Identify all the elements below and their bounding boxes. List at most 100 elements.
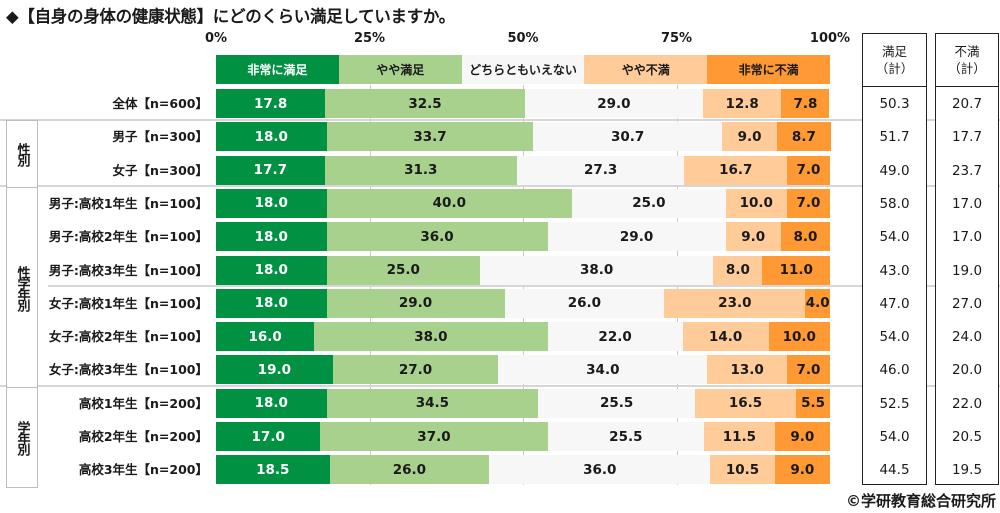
- bar-segment-very-dissatisfied: 8.0: [780, 222, 830, 252]
- group-label: 性別: [14, 143, 30, 166]
- data-label: 18.0: [254, 228, 288, 245]
- data-label: 31.3: [404, 162, 438, 179]
- x-tick-label: 0%: [204, 31, 228, 46]
- satisfied-total-value: 54.0: [879, 329, 910, 346]
- data-label: 38.0: [580, 262, 614, 278]
- data-label: 12.8: [725, 95, 759, 112]
- dissatisfied-total-box: 不満 （計） 20.7 17.7 23.7 17.0 17.0 19.0 27.0 24.0 2…: [935, 33, 999, 485]
- group-separator: [48, 285, 1000, 288]
- data-label: 10.5: [725, 461, 760, 478]
- data-label: 9.0: [790, 461, 815, 478]
- dissatisfied-total-value: 20.0: [951, 362, 983, 379]
- bar-row: 18.0 29.0 26.0 23.0 4.0: [216, 288, 830, 318]
- data-label: 36.0: [420, 228, 454, 245]
- data-label: 17.8: [253, 95, 288, 112]
- data-label: 13.0: [730, 361, 764, 378]
- data-label: 9.0: [741, 228, 766, 245]
- category-label: 全体【n=600】: [112, 96, 208, 111]
- dissatisfied-total-value: 20.5: [951, 429, 983, 445]
- bar-segment-somewhat-dissatisfied: 9.0: [725, 222, 781, 252]
- data-label: 26.0: [392, 461, 427, 478]
- bar-row: 18.0 34.5 25.5 16.5 5.5: [216, 388, 830, 418]
- data-label: 29.0: [398, 295, 433, 312]
- data-label: 16.5: [728, 395, 763, 412]
- data-label: 19.0: [257, 361, 291, 378]
- satisfied-total-header-line2: （計）: [875, 61, 914, 76]
- category-label: 女子:高校1年生【n=100】: [48, 295, 208, 311]
- satisfied-total-value: 47.0: [879, 295, 910, 312]
- data-label: 25.5: [609, 428, 643, 445]
- satisfied-total-value: 50.3: [879, 96, 910, 112]
- category-label: 男子:高校2年生【n=100】: [48, 229, 208, 245]
- bar-row: 19.0 27.0 34.0 13.0 7.0: [216, 355, 830, 385]
- dissatisfied-total-value: 19.0: [951, 262, 983, 279]
- bar-segment-somewhat-dissatisfied: 16.7: [684, 155, 787, 185]
- data-label: 27.3: [584, 162, 618, 179]
- legend-item-very-satisfied: 非常に満足: [216, 55, 339, 84]
- group-separator: [0, 185, 1000, 188]
- legend-item-very-dissatisfied: 非常に不満: [707, 55, 830, 84]
- bar-segment-somewhat-satisfied: 36.0: [326, 222, 548, 252]
- bar-segment-very-satisfied: 18.0: [216, 122, 327, 152]
- dissatisfied-total-value: 17.0: [951, 229, 983, 246]
- x-tick-label: 75%: [660, 31, 693, 46]
- data-label: 11.0: [779, 262, 813, 278]
- data-label: 38.0: [414, 328, 448, 345]
- bar-segment-somewhat-satisfied: 33.7: [326, 122, 534, 152]
- satisfied-total-value: 54.0: [879, 429, 910, 445]
- data-label: 25.5: [599, 395, 634, 412]
- bar-segment-very-satisfied: 19.0: [216, 355, 333, 385]
- dissatisfied-total-value: 17.0: [951, 195, 983, 212]
- bar-row: 16.0 38.0 22.0 14.0 10.0: [216, 322, 830, 352]
- data-label: 10.0: [739, 195, 773, 212]
- data-label: 18.0: [254, 128, 288, 145]
- category-label: 女子【n=300】: [112, 162, 208, 178]
- data-label: 11.5: [722, 428, 757, 445]
- bar-segment-somewhat-satisfied: 32.5: [325, 89, 525, 118]
- dissatisfied-total-value: 20.7: [951, 96, 983, 112]
- chart-title: ◆【自身の身体の健康状態】にどのくらい満足していますか。: [6, 7, 455, 26]
- dissatisfied-total-value: 23.7: [951, 162, 983, 179]
- bar-segment-somewhat-dissatisfied: 10.5: [710, 455, 775, 485]
- group-box: 性別: [6, 120, 38, 189]
- bar-segment-neutral: 27.3: [516, 155, 685, 185]
- data-label: 34.5: [415, 395, 450, 412]
- data-label: 25.0: [386, 262, 420, 278]
- category-label: 男子:高校1年生【n=100】: [48, 195, 208, 211]
- bar-segment-very-satisfied: 18.0: [216, 255, 327, 285]
- bar-segment-very-dissatisfied: 4.0: [805, 288, 830, 318]
- dissatisfied-total-value: 19.5: [951, 462, 983, 479]
- data-label: 40.0: [432, 195, 466, 212]
- group-label: 学年別: [14, 420, 30, 454]
- satisfied-total-value: 52.5: [879, 395, 910, 412]
- dissatisfied-total-value: 24.0: [951, 329, 983, 346]
- bar-segment-somewhat-satisfied: 26.0: [329, 455, 490, 485]
- data-label: 36.0: [583, 461, 617, 478]
- legend-item-somewhat-dissatisfied: やや不満: [584, 55, 708, 84]
- bar-segment-somewhat-dissatisfied: 12.8: [702, 89, 782, 118]
- data-label: 9.0: [790, 428, 815, 445]
- bar-segment-somewhat-dissatisfied: 23.0: [664, 288, 806, 318]
- data-label: 18.0: [254, 395, 288, 412]
- bar-segment-very-satisfied: 18.0: [216, 388, 327, 418]
- data-label: 18.0: [254, 195, 288, 212]
- bar-segment-somewhat-satisfied: 38.0: [314, 322, 548, 352]
- bar-segment-somewhat-satisfied: 29.0: [326, 288, 505, 318]
- legend-item-somewhat-satisfied: やや満足: [338, 55, 462, 84]
- bar-segment-somewhat-satisfied: 37.0: [320, 422, 548, 451]
- x-gridline: [369, 85, 371, 485]
- category-label: 男子【n=300】: [112, 129, 208, 145]
- x-gridline: [523, 85, 524, 485]
- bar-segment-very-satisfied: 18.0: [216, 188, 327, 218]
- data-label: 8.0: [725, 262, 750, 278]
- bar-segment-neutral: 25.0: [572, 188, 726, 218]
- bar-segment-very-satisfied: 18.0: [216, 288, 327, 318]
- data-label: 37.0: [417, 428, 451, 445]
- bar-segment-neutral: 22.0: [547, 322, 683, 352]
- bar-row: 17.7 31.3 27.3 16.7 7.0: [216, 155, 830, 185]
- data-label: 4.0: [805, 295, 830, 312]
- bar-segment-neutral: 29.0: [547, 222, 726, 252]
- x-gridline: [676, 85, 678, 485]
- bar-segment-very-satisfied: 16.0: [216, 322, 315, 352]
- bar-segment-somewhat-satisfied: 31.3: [324, 155, 517, 185]
